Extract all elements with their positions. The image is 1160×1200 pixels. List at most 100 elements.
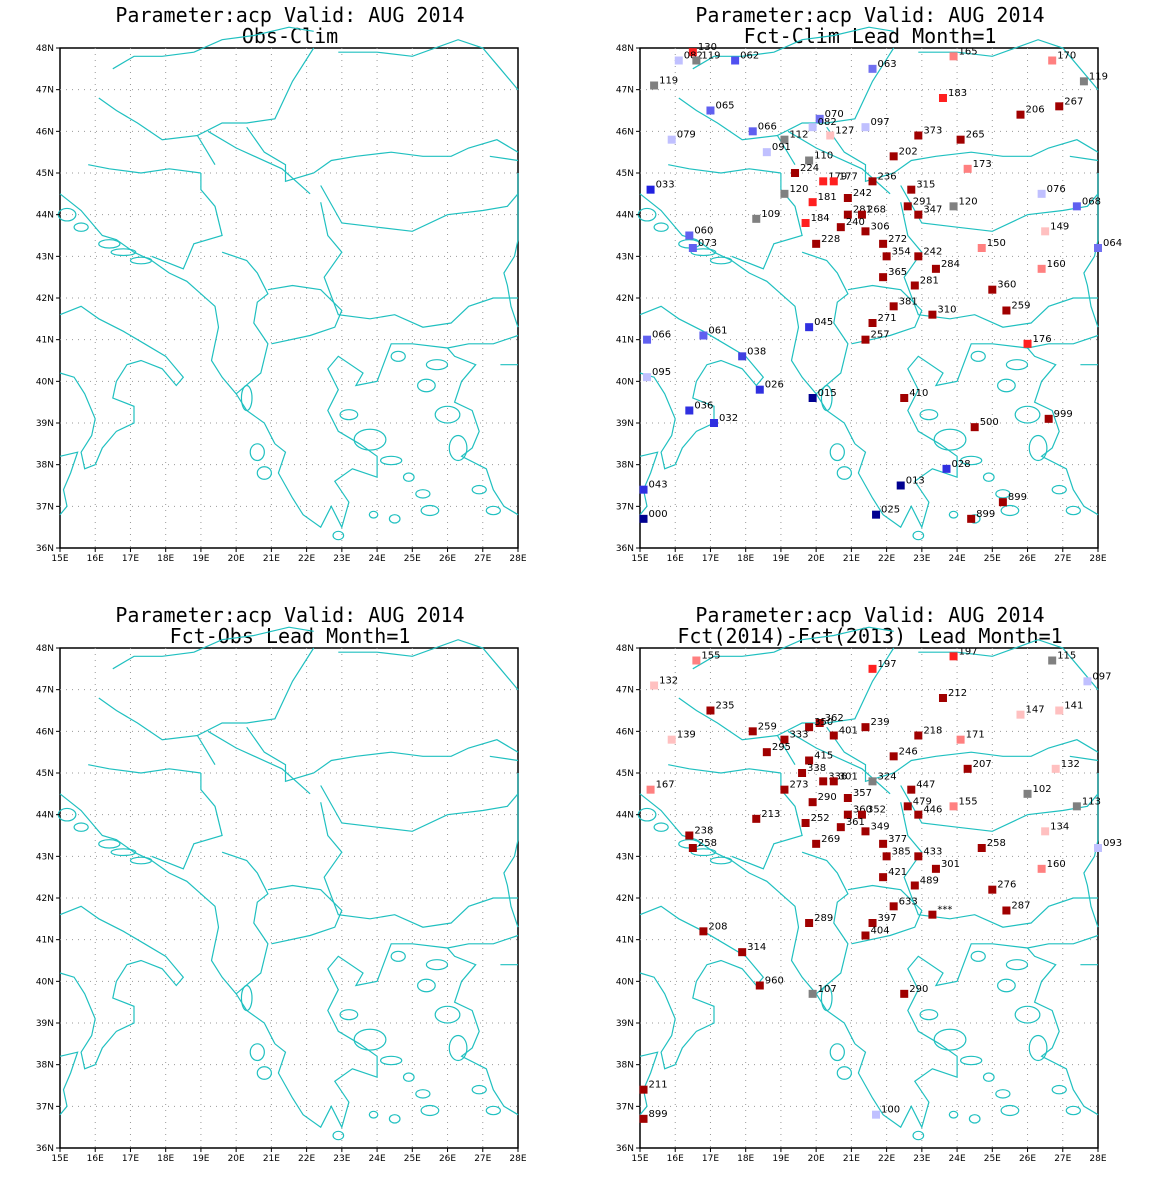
station-value-label: 000 bbox=[649, 509, 668, 520]
station-marker bbox=[882, 852, 891, 861]
station-marker bbox=[988, 285, 997, 294]
station-value-label: 401 bbox=[839, 726, 858, 737]
x-tick-label: 15E bbox=[631, 554, 648, 564]
panel-title-line1: Parameter:acp Valid: AUG 2014 bbox=[695, 3, 1045, 27]
station-marker bbox=[1051, 764, 1060, 773]
station-marker bbox=[688, 48, 697, 57]
station-value-label: 242 bbox=[853, 188, 872, 199]
station-value-label: 093 bbox=[1103, 838, 1122, 849]
station-marker bbox=[889, 152, 898, 161]
x-tick-label: 25E bbox=[404, 554, 421, 564]
x-tick-label: 16E bbox=[667, 1154, 684, 1164]
station-marker bbox=[639, 1114, 648, 1123]
island-outline bbox=[959, 1055, 983, 1066]
station-marker bbox=[688, 244, 697, 252]
station-value-label: 068 bbox=[1082, 196, 1101, 207]
coastline-path bbox=[221, 251, 269, 395]
coastline-path bbox=[246, 126, 519, 183]
coastline-path bbox=[639, 905, 765, 1070]
station-value-label: 633 bbox=[899, 896, 918, 907]
station-marker bbox=[801, 219, 810, 227]
x-tick-label: 28E bbox=[1089, 1154, 1106, 1164]
island-outline bbox=[690, 248, 717, 257]
x-tick-label: 22E bbox=[878, 1154, 895, 1164]
station-marker bbox=[752, 814, 761, 823]
station-value-label: 065 bbox=[715, 101, 734, 112]
station-value-label: 202 bbox=[899, 146, 918, 157]
x-tick-label: 17E bbox=[122, 1154, 139, 1164]
station-marker bbox=[755, 981, 764, 990]
station-marker bbox=[942, 464, 951, 473]
station-value-label: 177 bbox=[839, 171, 858, 182]
island-outline bbox=[353, 428, 387, 451]
island-outline bbox=[402, 472, 415, 482]
coastline-path bbox=[320, 802, 518, 928]
station-value-label: 097 bbox=[1092, 671, 1111, 682]
station-marker bbox=[639, 514, 648, 523]
station-value-label: 365 bbox=[888, 267, 907, 278]
x-tick-label: 15E bbox=[51, 554, 68, 564]
y-tick-label: 41N bbox=[616, 336, 634, 346]
island-outline bbox=[332, 1130, 345, 1141]
station-marker bbox=[1023, 789, 1032, 798]
station-marker bbox=[805, 323, 814, 332]
station-marker bbox=[868, 664, 877, 673]
station-value-label: 115 bbox=[1057, 651, 1076, 662]
island-outline bbox=[485, 505, 501, 516]
station-marker bbox=[815, 114, 824, 123]
y-tick-label: 43N bbox=[36, 252, 54, 262]
island-outline bbox=[420, 1104, 440, 1117]
station-value-label: 338 bbox=[807, 763, 826, 774]
station-value-label: 272 bbox=[888, 234, 907, 245]
coastline-path bbox=[447, 334, 519, 349]
y-tick-label: 45N bbox=[36, 769, 54, 779]
station-marker bbox=[914, 210, 923, 219]
coastline-path bbox=[489, 755, 519, 762]
station-marker bbox=[798, 769, 807, 777]
station-marker bbox=[868, 64, 877, 73]
y-tick-label: 36N bbox=[36, 544, 54, 554]
coastline-path bbox=[221, 851, 269, 995]
station-marker bbox=[731, 56, 740, 65]
station-marker bbox=[801, 819, 810, 827]
station-marker bbox=[889, 302, 898, 311]
station-value-label: 061 bbox=[708, 326, 727, 337]
island-outline bbox=[402, 1072, 415, 1082]
station-marker bbox=[1037, 264, 1046, 273]
island-outline bbox=[339, 409, 359, 421]
coastline-path bbox=[854, 343, 1099, 529]
island-outline bbox=[390, 350, 406, 362]
coastlines bbox=[637, 26, 1099, 541]
station-marker bbox=[1083, 677, 1092, 686]
station-value-label: 489 bbox=[920, 876, 939, 887]
y-tick-label: 39N bbox=[616, 1019, 634, 1029]
station-value-label: 179 bbox=[828, 171, 847, 182]
island-outline bbox=[420, 504, 440, 517]
coastline-path bbox=[900, 802, 1098, 928]
station-marker bbox=[949, 202, 958, 211]
island-outline bbox=[919, 409, 939, 421]
island-outline bbox=[933, 428, 967, 451]
island-outline bbox=[820, 384, 833, 412]
station-value-label: 032 bbox=[719, 413, 738, 424]
coastline-path bbox=[692, 26, 894, 70]
x-tick-label: 19E bbox=[192, 554, 209, 564]
station-value-label: 064 bbox=[1103, 238, 1122, 249]
station-value-label: 357 bbox=[853, 788, 872, 799]
island-outline bbox=[339, 1009, 359, 1021]
coastline-path bbox=[98, 697, 216, 766]
island-outline bbox=[471, 484, 487, 495]
station-value-label: 073 bbox=[698, 238, 717, 249]
coastline-path bbox=[338, 39, 519, 91]
station-marker bbox=[780, 735, 789, 744]
coastline-path bbox=[59, 793, 276, 1045]
station-marker bbox=[688, 844, 697, 852]
y-tick-label: 44N bbox=[36, 211, 54, 221]
station-value-label: 290 bbox=[818, 792, 837, 803]
station-value-label: 173 bbox=[973, 159, 992, 170]
x-tick-label: 24E bbox=[949, 554, 966, 564]
coastline-path bbox=[320, 185, 519, 232]
station-value-label: 208 bbox=[708, 921, 727, 932]
y-tick-label: 43N bbox=[616, 252, 634, 262]
